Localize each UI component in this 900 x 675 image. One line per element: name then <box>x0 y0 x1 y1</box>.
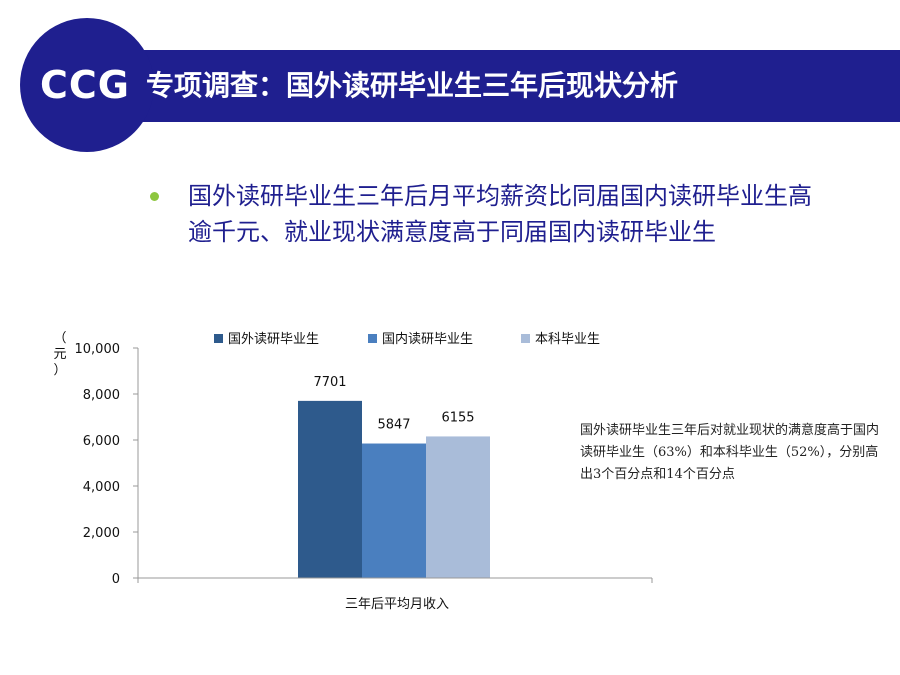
legend-label: 国外读研毕业生 <box>228 332 319 347</box>
legend-swatch <box>214 334 223 343</box>
data-label: 6155 <box>441 410 474 425</box>
y-axis-label-char: ） <box>53 363 66 378</box>
ccg-logo: CCG <box>40 63 130 107</box>
bullet-dot-icon <box>150 192 159 201</box>
bar-2 <box>362 443 426 578</box>
data-label: 7701 <box>313 375 346 390</box>
y-axis-label: （元） <box>53 331 66 378</box>
y-axis-label-char: 元 <box>53 347 66 362</box>
header-banner <box>60 50 900 122</box>
bars <box>298 400 490 578</box>
legend-swatch <box>368 334 377 343</box>
data-label: 5847 <box>377 418 410 433</box>
logo-circle: CCG <box>20 18 154 152</box>
y-axis: 0 2,000 4,000 6,000 8,000 10,000 <box>75 342 139 587</box>
bullet-point: 国外读研毕业生三年后月平均薪资比同届国内读研毕业生高逾千元、就业现状满意度高于同… <box>150 178 830 250</box>
y-tick-label: 8,000 <box>83 388 120 403</box>
chart-legend: 国外读研毕业生 国内读研毕业生 本科毕业生 <box>214 331 600 347</box>
satisfaction-note: 国外读研毕业生三年后对就业现状的满意度高于国内读研毕业生（63%）和本科毕业生（… <box>580 423 880 482</box>
y-tick-label: 0 <box>112 572 120 587</box>
x-axis: 三年后平均月收入 <box>137 577 653 612</box>
x-category-label: 三年后平均月收入 <box>345 597 449 612</box>
y-tick-label: 6,000 <box>83 434 120 449</box>
bullet-text: 国外读研毕业生三年后月平均薪资比同届国内读研毕业生高逾千元、就业现状满意度高于同… <box>188 182 812 246</box>
page-title: 专项调查：国外读研毕业生三年后现状分析 <box>146 69 679 102</box>
legend-swatch <box>521 334 530 343</box>
legend-label: 国内读研毕业生 <box>382 331 473 347</box>
bar-3 <box>426 436 490 578</box>
y-tick-label: 10,000 <box>75 342 121 357</box>
legend-label: 本科毕业生 <box>535 332 600 347</box>
bar-1 <box>298 400 362 578</box>
y-axis-label-char: （ <box>53 331 66 346</box>
y-tick-label: 2,000 <box>83 526 120 541</box>
y-tick-label: 4,000 <box>83 480 120 495</box>
data-labels: 7701 5847 6155 <box>313 375 474 433</box>
